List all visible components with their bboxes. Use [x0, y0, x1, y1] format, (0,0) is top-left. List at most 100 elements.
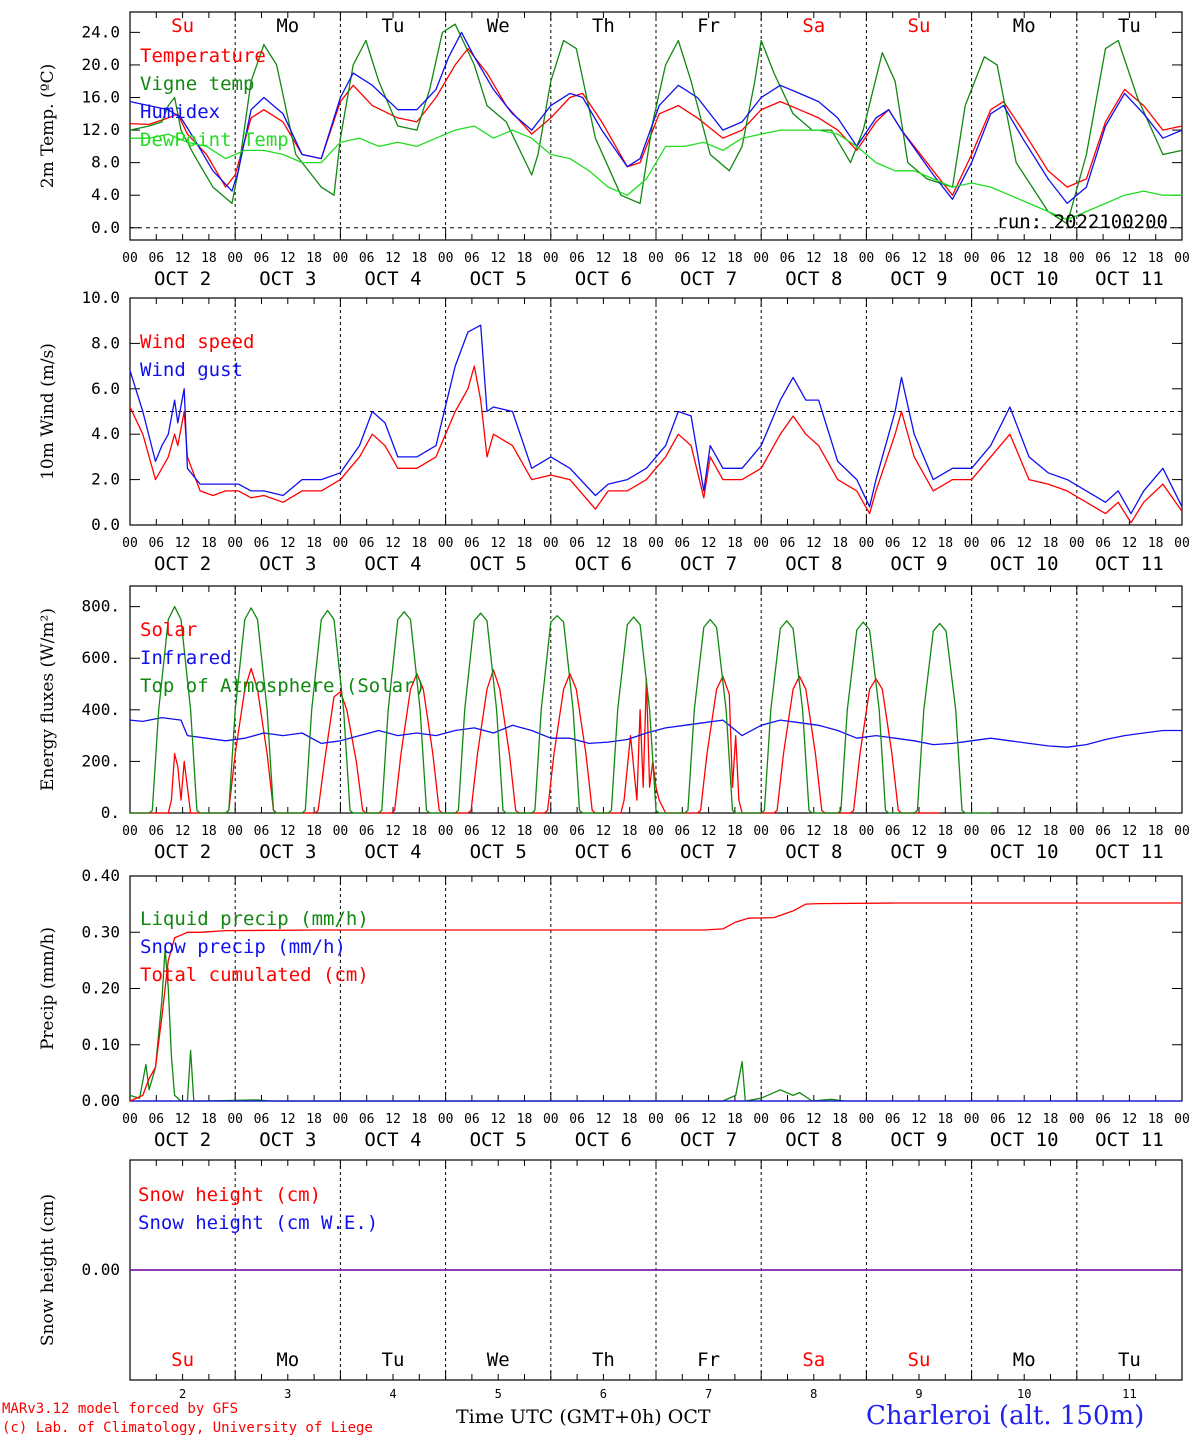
- day-number-label: 2: [179, 1387, 186, 1401]
- weekday-label: Tu: [1118, 1349, 1141, 1371]
- y-tick-label: 600.: [81, 648, 120, 667]
- hour-tick-label: 06: [254, 251, 270, 266]
- date-label: OCT 2: [154, 841, 211, 863]
- y-tick-label: 24.0: [81, 22, 120, 41]
- hour-tick-label: 00: [753, 824, 769, 839]
- time-axis-title: Time UTC (GMT+0h) OCT: [456, 1406, 711, 1428]
- hour-tick-label: 06: [148, 536, 164, 551]
- panel-3: 0. 200. 400. 600. 800. Energy fluxes (W/m²) So…: [38, 585, 1190, 863]
- date-label: OCT 8: [785, 268, 842, 290]
- hour-tick-label: 18: [832, 251, 848, 266]
- hour-tick-label: 18: [727, 536, 743, 551]
- hour-tick-label: 18: [1043, 536, 1059, 551]
- hour-tick-label: 18: [937, 536, 953, 551]
- hour-tick-label: 18: [1043, 824, 1059, 839]
- hour-tick-label: 00: [543, 251, 559, 266]
- series-line-top-of-atmosphere-solar-: [130, 605, 991, 814]
- y-axis-label: Precip (mm/h): [38, 927, 58, 1050]
- hour-tick-label: 06: [885, 824, 901, 839]
- hour-tick-label: 00: [1174, 251, 1190, 266]
- y-tick-label: 8.0: [91, 153, 120, 172]
- y-tick-label: 0.00: [81, 1091, 120, 1110]
- hour-tick-label: 06: [569, 251, 585, 266]
- hour-tick-label: 18: [622, 824, 638, 839]
- hour-tick-label: 00: [543, 1112, 559, 1127]
- hour-tick-label: 06: [990, 1112, 1006, 1127]
- hour-tick-label: 12: [701, 251, 717, 266]
- hour-tick-label: 00: [438, 1112, 454, 1127]
- date-label: OCT 2: [154, 1129, 211, 1151]
- hour-tick-label: 18: [306, 251, 322, 266]
- hour-tick-label: 18: [622, 251, 638, 266]
- hour-tick-label: 18: [306, 1112, 322, 1127]
- series-line-infrared: [129, 716, 1182, 748]
- hour-tick-label: 18: [517, 1112, 533, 1127]
- series-line-vigne-temp: [129, 23, 1183, 225]
- hour-tick-label: 00: [859, 251, 875, 266]
- date-label: OCT 4: [364, 841, 421, 863]
- hour-tick-label: 00: [859, 1112, 875, 1127]
- hour-tick-label: 00: [753, 251, 769, 266]
- weekday-label: We: [487, 1349, 510, 1371]
- legend-entry: Liquid precip (mm/h): [140, 908, 369, 930]
- hour-tick-label: 00: [964, 251, 980, 266]
- hour-tick-label: 18: [832, 536, 848, 551]
- hour-tick-label: 06: [780, 824, 796, 839]
- hour-tick-label: 12: [490, 824, 506, 839]
- hour-tick-label: 18: [1148, 824, 1164, 839]
- hour-tick-label: 00: [648, 251, 664, 266]
- hour-tick-label: 00: [1174, 536, 1190, 551]
- legend-entry: Humidex: [140, 101, 220, 123]
- hour-tick-label: 18: [411, 824, 427, 839]
- y-axis-label: Snow height (cm): [38, 1194, 58, 1346]
- y-tick-label: 2.0: [91, 470, 120, 489]
- lab-line: (c) Lab. of Climatology, University of L…: [2, 1420, 373, 1436]
- hour-tick-label: 00: [859, 536, 875, 551]
- y-tick-label: 8.0: [91, 333, 120, 352]
- hour-tick-label: 12: [175, 824, 191, 839]
- date-label: OCT 9: [890, 1129, 947, 1151]
- date-label: OCT 4: [364, 268, 421, 290]
- weekday-label: Mo: [1013, 15, 1036, 37]
- hour-tick-label: 00: [227, 824, 243, 839]
- hour-tick-label: 06: [990, 251, 1006, 266]
- hour-tick-label: 06: [569, 824, 585, 839]
- hour-tick-label: 00: [333, 251, 349, 266]
- series-line-humidex: [129, 31, 1183, 205]
- station-name: Charleroi (alt. 150m): [866, 1401, 1145, 1431]
- hour-tick-label: 12: [1016, 1112, 1032, 1127]
- panel-2: 0.0 2.0 4.0 6.0 8.0 10.0 10m Wind (m/s) Wind sp…: [38, 288, 1190, 575]
- run-label: run: 2022100200: [996, 211, 1168, 233]
- hour-tick-label: 12: [596, 1112, 612, 1127]
- hour-tick-label: 00: [964, 1112, 980, 1127]
- hour-tick-label: 06: [1095, 251, 1111, 266]
- date-label: OCT 8: [785, 553, 842, 575]
- date-label: OCT 10: [990, 553, 1059, 575]
- date-label: OCT 3: [259, 841, 316, 863]
- legend-entry: Snow height (cm W.E.): [138, 1212, 378, 1234]
- hour-tick-label: 06: [148, 824, 164, 839]
- date-label: OCT 7: [680, 268, 737, 290]
- hour-tick-label: 12: [806, 251, 822, 266]
- weekday-label: Mo: [276, 15, 299, 37]
- date-label: OCT 2: [154, 553, 211, 575]
- y-tick-label: 12.0: [81, 120, 120, 139]
- hour-tick-label: 00: [333, 824, 349, 839]
- legend-entry: Vigne temp: [140, 73, 254, 95]
- hour-tick-label: 12: [596, 824, 612, 839]
- hour-tick-label: 06: [359, 536, 375, 551]
- day-number-label: 8: [810, 1387, 817, 1401]
- hour-tick-label: 06: [569, 536, 585, 551]
- hour-tick-label: 12: [280, 824, 296, 839]
- y-tick-label: 16.0: [81, 88, 120, 107]
- y-tick-label: 0.00: [81, 1260, 120, 1279]
- y-tick-label: 400.: [81, 700, 120, 719]
- date-label: OCT 11: [1095, 553, 1164, 575]
- hour-tick-label: 06: [359, 251, 375, 266]
- hour-tick-label: 12: [701, 536, 717, 551]
- y-tick-label: 0.: [101, 803, 120, 822]
- legend-entry: Wind gust: [140, 359, 243, 381]
- hour-tick-label: 06: [990, 536, 1006, 551]
- hour-tick-label: 00: [438, 824, 454, 839]
- hour-tick-label: 00: [964, 824, 980, 839]
